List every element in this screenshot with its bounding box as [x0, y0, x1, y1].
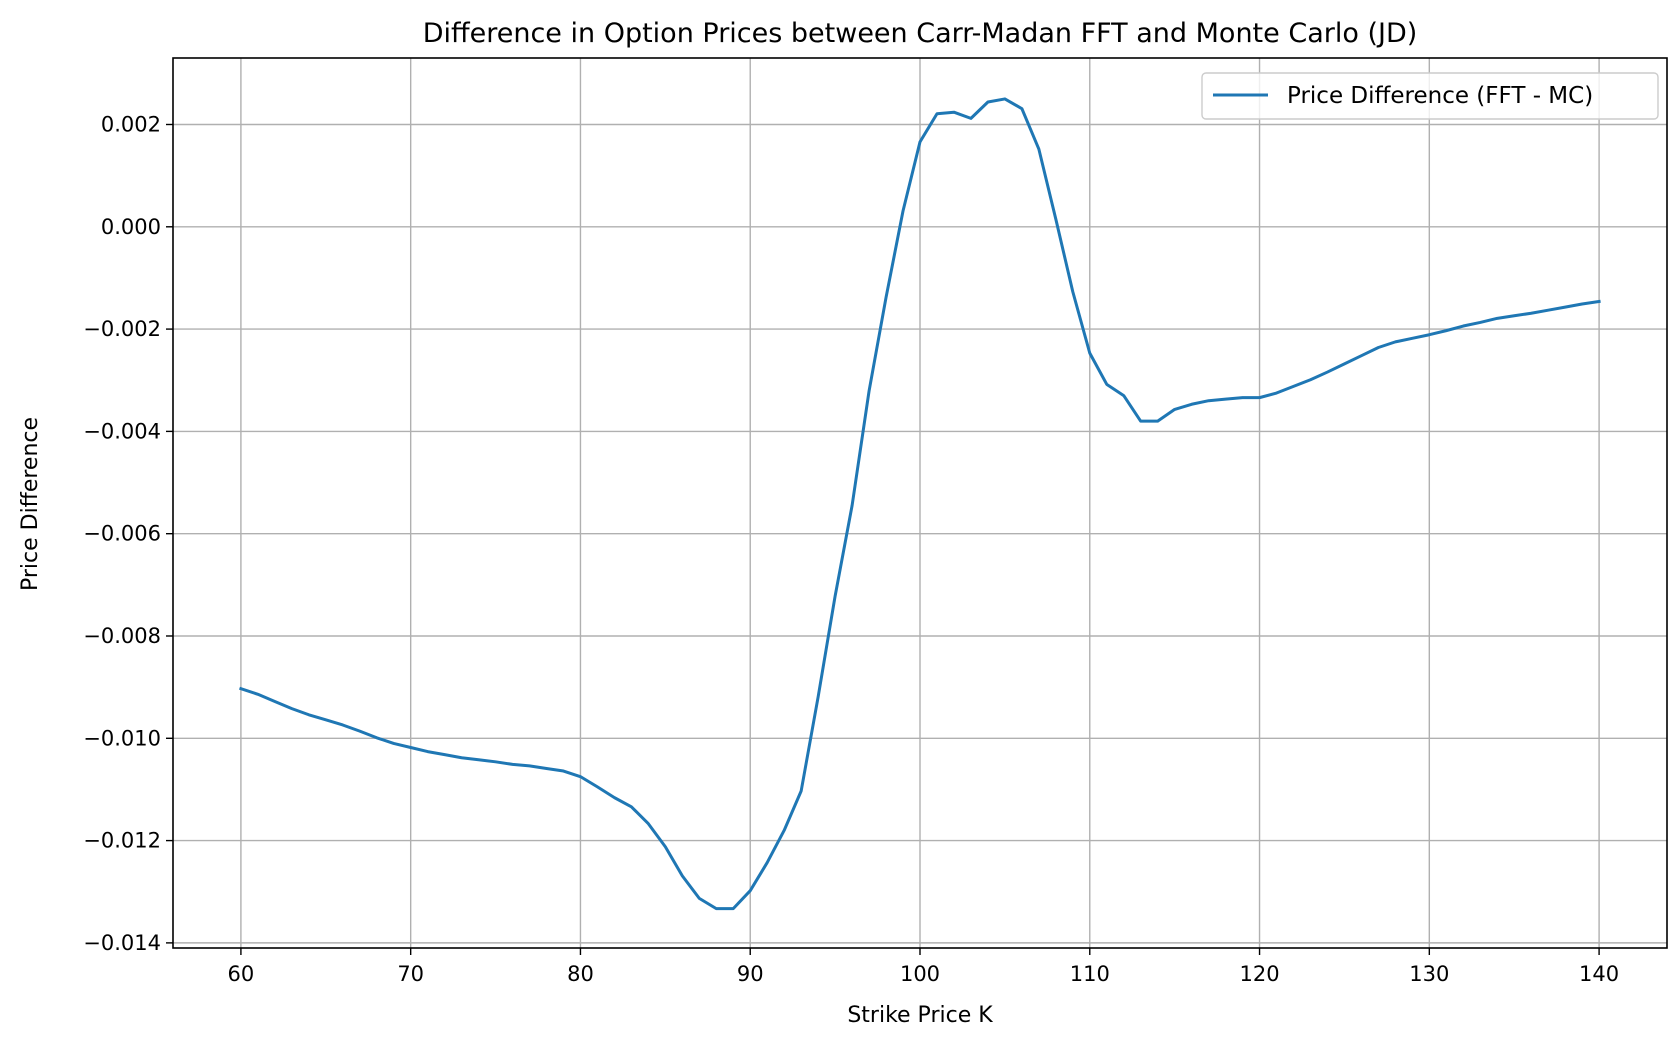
series-line-price-difference: [239, 97, 1601, 911]
y-tick-label: −0.010: [83, 726, 161, 750]
y-tick-label: −0.012: [83, 829, 161, 853]
y-tick-label: −0.004: [83, 419, 161, 443]
y-tick-label: −0.014: [83, 931, 161, 955]
x-tick-label: 120: [1239, 962, 1279, 986]
y-axis-ticks: 0.002 0.000 −0.002 −0.004 −0.006 −0.008 −0.010…: [83, 112, 173, 955]
y-axis-label: Price Difference: [18, 417, 43, 591]
legend-label: Price Difference (FFT - MC): [1287, 83, 1593, 109]
x-tick-label: 80: [567, 962, 594, 986]
y-tick-label: −0.008: [83, 624, 161, 648]
x-tick-label: 110: [1070, 962, 1110, 986]
x-axis-ticks: 60 70 80 90 100 110 120 130 140: [228, 948, 1619, 986]
chart-title: Difference in Option Prices between Carr…: [423, 18, 1418, 49]
x-tick-label: 90: [737, 962, 764, 986]
plot-frame: [172, 57, 1668, 949]
y-tick-label: −0.002: [83, 317, 161, 341]
y-tick-label: 0.000: [101, 215, 161, 239]
x-tick-label: 130: [1409, 962, 1449, 986]
x-tick-label: 100: [900, 962, 940, 986]
x-tick-label: 60: [228, 962, 255, 986]
y-tick-label: 0.002: [101, 112, 161, 136]
grid-lines: [173, 58, 1667, 948]
y-tick-label: −0.006: [83, 522, 161, 546]
series-group: [239, 97, 1601, 911]
x-axis-label: Strike Price K: [847, 1003, 993, 1028]
x-tick-label: 70: [397, 962, 424, 986]
legend[interactable]: Price Difference (FFT - MC): [1201, 72, 1659, 120]
x-tick-label: 140: [1579, 962, 1619, 986]
legend-box: [1201, 72, 1659, 120]
